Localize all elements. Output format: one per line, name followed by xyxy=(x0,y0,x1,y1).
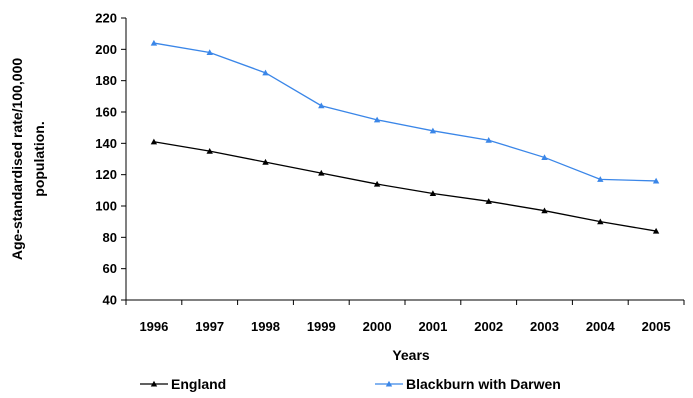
x-tick-label: 2004 xyxy=(586,319,616,334)
y-axis-title-line-2: population. xyxy=(31,121,47,196)
x-tick-label: 1996 xyxy=(139,319,168,334)
x-tick-label: 2000 xyxy=(363,319,392,334)
data-point-england xyxy=(206,147,213,154)
series-line-blackburn-with-darwen xyxy=(153,42,657,182)
y-axis-title: Age-standardised rate/100,000 population… xyxy=(9,58,47,261)
data-point-england xyxy=(652,227,660,234)
legend: England Blackburn with Darwen xyxy=(140,376,561,392)
y-tick-label: 120 xyxy=(95,167,117,182)
x-tick-label: 2003 xyxy=(530,319,559,334)
data-point-blackburn-with-darwen xyxy=(206,49,213,56)
y-axis: 40 60 80 100 120 140 160 180 200 220 xyxy=(95,11,127,308)
y-tick-label: 220 xyxy=(95,11,117,26)
legend-marker xyxy=(150,380,158,387)
data-point-england xyxy=(318,169,325,176)
data-point-england xyxy=(150,138,158,145)
data-point-england xyxy=(373,180,381,187)
legend-item-blackburn-with-darwen: Blackburn with Darwen xyxy=(375,376,561,392)
data-point-england xyxy=(597,218,604,225)
y-tick-label: 180 xyxy=(95,73,117,88)
y-axis-title-line-1: Age-standardised rate/100,000 xyxy=(9,58,25,261)
data-point-blackburn-with-darwen xyxy=(429,127,437,134)
data-point-blackburn-with-darwen xyxy=(485,137,492,143)
data-point-england xyxy=(262,158,269,165)
plot-lines xyxy=(150,39,660,234)
y-tick-label: 60 xyxy=(103,261,117,276)
x-tick-label: 1998 xyxy=(251,319,280,334)
x-axis: 1996 1997 1998 1999 2000 2001 2002 2003 2004 2005 xyxy=(125,299,685,334)
legend-label: England xyxy=(171,376,226,392)
legend-marker xyxy=(385,380,393,387)
y-tick-label: 80 xyxy=(103,230,117,245)
data-point-blackburn-with-darwen xyxy=(150,39,158,46)
x-axis-title: Years xyxy=(392,347,430,363)
x-tick-label: 2001 xyxy=(418,319,447,334)
y-tick-label: 40 xyxy=(103,293,117,308)
series-england xyxy=(150,138,660,234)
series-line-england xyxy=(153,141,657,232)
x-tick-label: 2002 xyxy=(474,319,503,334)
y-tick-label: 100 xyxy=(95,199,117,214)
data-point-blackburn-with-darwen xyxy=(262,69,269,76)
x-tick-label: 1997 xyxy=(195,319,224,334)
legend-item-england: England xyxy=(140,376,226,392)
data-point-england xyxy=(485,198,492,204)
y-tick-label: 160 xyxy=(95,105,117,120)
legend-label: Blackburn with Darwen xyxy=(406,376,561,392)
data-point-blackburn-with-darwen xyxy=(318,102,325,109)
data-point-blackburn-with-darwen xyxy=(597,176,604,182)
data-point-blackburn-with-darwen xyxy=(541,154,548,160)
data-point-blackburn-with-darwen xyxy=(373,116,381,123)
y-tick-label: 200 xyxy=(95,42,117,57)
series-blackburn-with-darwen xyxy=(150,39,660,184)
x-tick-label: 1999 xyxy=(307,319,336,334)
data-point-england xyxy=(541,207,548,214)
data-point-england xyxy=(429,190,437,197)
y-tick-label: 140 xyxy=(95,136,117,151)
data-point-blackburn-with-darwen xyxy=(652,177,660,184)
x-tick-label: 2005 xyxy=(642,319,671,334)
